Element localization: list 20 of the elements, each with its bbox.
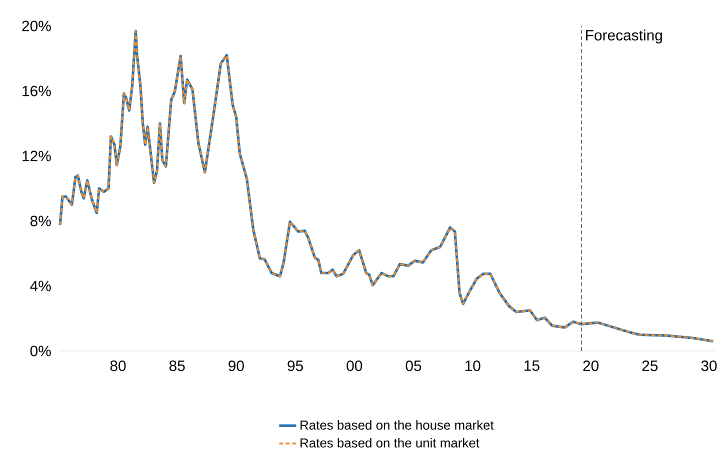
- x-tick-label: 95: [288, 360, 303, 372]
- ref-line-label: Forecasting: [586, 30, 662, 44]
- y-tick-label: 0%: [30, 346, 51, 356]
- y-tick-label: 8%: [30, 216, 51, 226]
- legend-label: Rates based on the house market: [300, 420, 494, 430]
- x-tick-label: 85: [169, 360, 185, 372]
- y-tick-label: 20%: [22, 20, 51, 32]
- x-tick-label: 80: [110, 360, 126, 372]
- x-tick-label: 10: [465, 360, 480, 372]
- x-tick-label: 05: [406, 360, 422, 372]
- y-tick-label: 12%: [22, 150, 51, 162]
- x-tick-label: 20: [583, 360, 599, 372]
- x-tick-label: 15: [524, 360, 540, 371]
- x-tick-label: 25: [642, 360, 658, 372]
- legend-label: Rates based on the unit market: [300, 438, 480, 448]
- y-tick-label: 4%: [30, 280, 51, 292]
- x-tick-label: 00: [346, 360, 362, 372]
- y-tick-label: 16%: [22, 86, 51, 96]
- x-tick-label: 90: [228, 360, 244, 372]
- x-tick-label: 30: [701, 360, 717, 372]
